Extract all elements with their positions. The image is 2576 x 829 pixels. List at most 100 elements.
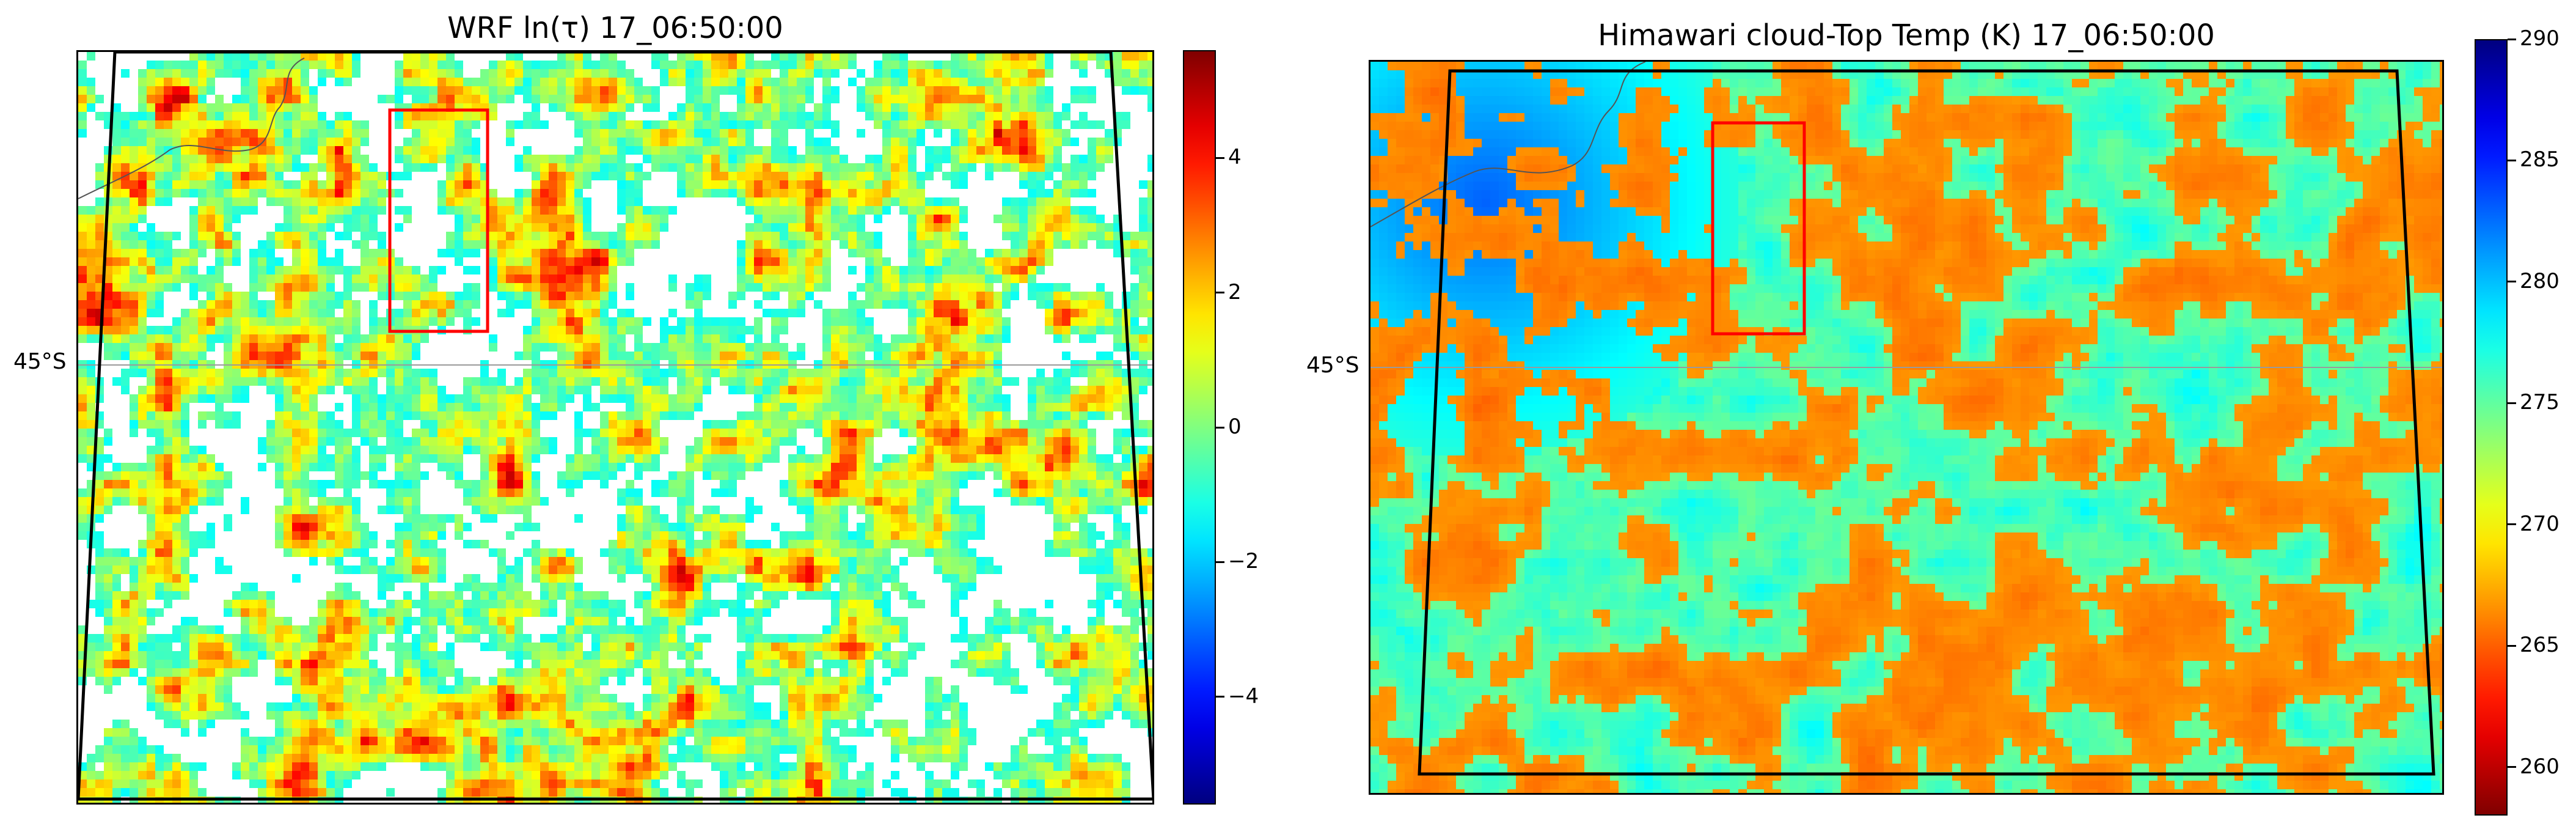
wrf-cell	[822, 394, 831, 403]
wrf-cell	[600, 172, 609, 180]
wrf-cell	[591, 437, 600, 446]
wrf-cell	[626, 172, 634, 180]
wrf-cell	[780, 488, 788, 497]
wrf-cell	[352, 317, 360, 326]
wrf-cell	[737, 78, 745, 86]
wrf-cell	[908, 249, 917, 257]
wrf-cell	[523, 163, 532, 172]
wrf-cell	[840, 309, 848, 317]
wrf-cell	[1096, 317, 1105, 326]
wrf-cell	[463, 266, 472, 274]
wrf-cell	[455, 232, 463, 240]
wrf-cell	[463, 120, 472, 129]
wrf-cell	[1147, 352, 1152, 360]
wrf-cell	[215, 266, 224, 274]
wrf-cell	[925, 206, 934, 215]
wrf-cell	[172, 317, 181, 326]
wrf-cell	[1062, 309, 1070, 317]
wrf-cell	[745, 129, 754, 138]
wrf-cell	[822, 463, 831, 471]
wrf-cell	[1045, 411, 1053, 420]
wrf-cell	[198, 52, 207, 61]
wrf-cell	[266, 249, 275, 257]
wrf-cell	[78, 129, 87, 138]
wrf-cell	[942, 215, 951, 223]
wrf-cell	[891, 163, 899, 172]
wrf-cell	[130, 488, 138, 497]
wrf-cell	[951, 403, 959, 411]
wrf-cell	[292, 274, 301, 283]
wrf-cell	[728, 78, 737, 86]
wrf-cell	[660, 163, 668, 172]
wrf-cell	[788, 266, 797, 274]
wrf-cell	[609, 334, 617, 343]
wrf-cell	[848, 454, 857, 463]
wrf-cell	[420, 292, 429, 300]
wrf-cell	[694, 309, 703, 317]
wrf-cell	[814, 206, 822, 215]
wrf-cell	[215, 283, 224, 292]
wrf-cell	[301, 334, 309, 343]
wrf-cell	[87, 292, 95, 300]
wrf-cell	[788, 189, 797, 197]
wrf-cell	[489, 206, 497, 215]
wrf-cell	[78, 257, 87, 266]
wrf-cell	[600, 343, 609, 352]
wrf-cell	[1019, 437, 1028, 446]
wrf-cell	[343, 223, 352, 232]
wrf-cell	[78, 420, 87, 429]
wrf-cell	[249, 197, 258, 206]
wrf-cell	[292, 463, 301, 471]
wrf-cell	[446, 420, 455, 429]
wrf-cell	[728, 180, 737, 189]
wrf-cell	[455, 86, 463, 95]
wrf-cell	[437, 180, 446, 189]
wrf-cell	[506, 292, 514, 300]
wrf-cell	[891, 403, 899, 411]
wrf-cell	[172, 369, 181, 377]
wrf-cell	[754, 163, 763, 172]
wrf-cell	[968, 352, 976, 360]
wrf-cell	[549, 437, 557, 446]
wrf-cell	[1036, 95, 1045, 103]
wrf-cell	[840, 394, 848, 403]
wrf-cell	[309, 232, 318, 240]
wrf-cell	[822, 103, 831, 112]
wrf-cell	[934, 300, 942, 309]
wrf-cell	[917, 309, 925, 317]
wrf-cell	[232, 411, 241, 420]
wrf-cell	[523, 437, 532, 446]
wrf-cell	[412, 403, 420, 411]
wrf-cell	[1002, 437, 1011, 446]
wrf-cell	[1079, 206, 1088, 215]
wrf-cell	[155, 120, 164, 129]
wrf-cell	[925, 488, 934, 497]
wrf-cell	[771, 394, 780, 403]
wrf-cell	[352, 206, 360, 215]
wrf-cell	[266, 317, 275, 326]
wrf-cell	[754, 317, 763, 326]
wrf-cell	[1053, 326, 1062, 334]
wrf-cell	[1019, 232, 1028, 240]
wrf-cell	[959, 446, 968, 454]
wrf-cell	[532, 120, 540, 129]
wrf-cell	[899, 283, 908, 292]
wrf-cell	[318, 232, 326, 240]
wrf-cell	[258, 369, 266, 377]
wrf-cell	[959, 411, 968, 420]
wrf-cell	[763, 257, 771, 266]
wrf-cell	[224, 69, 232, 78]
wrf-cell	[874, 369, 882, 377]
wrf-cell	[549, 309, 557, 317]
wrf-cell	[780, 369, 788, 377]
wrf-cell	[968, 343, 976, 352]
wrf-cell	[224, 377, 232, 386]
wrf-cell	[574, 189, 583, 197]
wrf-cell	[266, 138, 275, 146]
wrf-cell	[506, 488, 514, 497]
wrf-cell	[822, 369, 831, 377]
wrf-cell	[181, 480, 189, 488]
wrf-cell	[1002, 446, 1011, 454]
wrf-cell	[1036, 61, 1045, 69]
wrf-cell	[318, 61, 326, 69]
